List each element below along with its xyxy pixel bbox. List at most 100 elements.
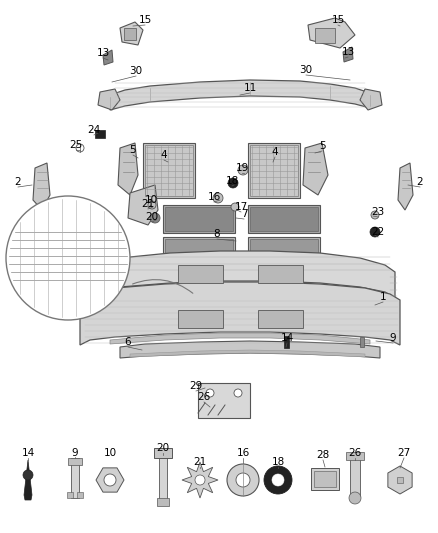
Bar: [178, 265, 223, 283]
Bar: [250, 207, 318, 231]
Polygon shape: [120, 22, 143, 45]
Circle shape: [238, 165, 248, 175]
Text: 19: 19: [235, 163, 249, 173]
Text: 4: 4: [161, 150, 167, 160]
Text: 30: 30: [300, 65, 313, 75]
Circle shape: [349, 492, 361, 504]
Polygon shape: [303, 143, 328, 195]
Circle shape: [206, 389, 214, 397]
Bar: [258, 310, 303, 328]
Bar: [95, 130, 105, 138]
Text: 18: 18: [226, 176, 239, 186]
Text: 8: 8: [214, 229, 220, 239]
Polygon shape: [343, 47, 353, 62]
Polygon shape: [308, 18, 355, 48]
Text: 24: 24: [87, 125, 101, 135]
Text: 10: 10: [103, 448, 117, 458]
Bar: [397, 477, 403, 483]
Polygon shape: [85, 251, 395, 298]
Text: 22: 22: [371, 227, 385, 237]
Circle shape: [23, 470, 33, 480]
Circle shape: [228, 178, 238, 188]
Text: 25: 25: [69, 140, 83, 150]
Circle shape: [272, 474, 284, 486]
Text: 14: 14: [21, 448, 35, 458]
Circle shape: [264, 466, 292, 494]
Text: 28: 28: [316, 450, 330, 460]
Bar: [68, 458, 82, 465]
Text: 17: 17: [234, 202, 247, 212]
Text: 16: 16: [207, 192, 221, 202]
Polygon shape: [118, 143, 138, 195]
Bar: [67, 492, 73, 498]
Bar: [163, 237, 235, 262]
Bar: [248, 237, 320, 262]
Bar: [157, 498, 169, 506]
Text: 18: 18: [272, 457, 285, 467]
Bar: [77, 492, 83, 498]
Bar: [311, 468, 339, 490]
Text: 21: 21: [193, 457, 207, 467]
Bar: [145, 145, 193, 196]
Bar: [143, 143, 195, 198]
Text: 4: 4: [272, 147, 278, 157]
Text: 26: 26: [198, 392, 211, 402]
Text: 26: 26: [348, 448, 362, 458]
Text: 2: 2: [417, 177, 423, 187]
Polygon shape: [110, 333, 370, 344]
Circle shape: [234, 389, 242, 397]
Bar: [315, 28, 335, 43]
Text: 29: 29: [189, 381, 203, 391]
Circle shape: [148, 201, 156, 209]
Text: 27: 27: [397, 448, 411, 458]
Text: 9: 9: [390, 333, 396, 343]
Text: 10: 10: [145, 195, 158, 205]
Bar: [284, 336, 289, 348]
Text: 7: 7: [241, 209, 247, 219]
Text: 1: 1: [380, 292, 386, 302]
Text: 20: 20: [156, 443, 170, 453]
Text: 30: 30: [130, 66, 142, 76]
Circle shape: [236, 473, 250, 487]
Text: 6: 6: [125, 337, 131, 347]
Polygon shape: [96, 468, 124, 492]
Circle shape: [370, 227, 380, 237]
Polygon shape: [128, 185, 158, 225]
Circle shape: [6, 196, 130, 320]
Text: 21: 21: [141, 199, 155, 209]
Polygon shape: [24, 460, 32, 500]
Bar: [154, 448, 172, 458]
Circle shape: [213, 193, 223, 203]
Bar: [248, 143, 300, 198]
Text: 9: 9: [72, 448, 78, 458]
Bar: [198, 383, 250, 418]
Bar: [163, 205, 235, 233]
Text: 15: 15: [138, 15, 152, 25]
Text: 20: 20: [145, 212, 159, 222]
Bar: [165, 207, 233, 231]
Text: 13: 13: [96, 48, 110, 58]
Text: 11: 11: [244, 83, 257, 93]
Polygon shape: [33, 163, 50, 210]
Circle shape: [195, 475, 205, 485]
Text: 2: 2: [15, 177, 21, 187]
Polygon shape: [103, 50, 113, 65]
Circle shape: [150, 213, 160, 223]
Polygon shape: [360, 89, 382, 110]
Polygon shape: [388, 466, 412, 494]
Circle shape: [371, 211, 379, 219]
Bar: [248, 205, 320, 233]
Circle shape: [76, 144, 84, 152]
Text: 5: 5: [130, 145, 136, 155]
Bar: [159, 455, 167, 503]
Polygon shape: [398, 163, 413, 210]
Polygon shape: [182, 462, 218, 498]
Polygon shape: [110, 80, 370, 110]
Text: 23: 23: [371, 207, 385, 217]
Polygon shape: [130, 350, 365, 357]
Circle shape: [227, 464, 259, 496]
Bar: [314, 471, 336, 487]
Polygon shape: [120, 341, 380, 358]
Bar: [350, 455, 360, 497]
Bar: [250, 145, 298, 196]
